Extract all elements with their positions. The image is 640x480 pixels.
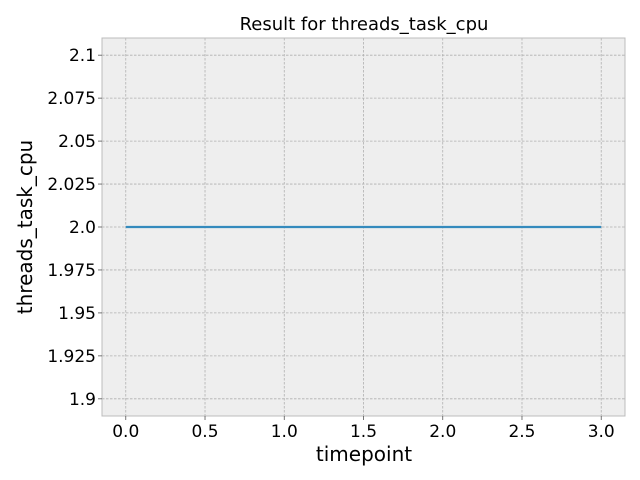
- y-tick-label: 1.95: [58, 304, 96, 324]
- x-tick-label: 3.0: [588, 422, 615, 442]
- x-tick-label: 2.0: [429, 422, 456, 442]
- y-tick-label: 2.0: [69, 218, 96, 238]
- y-tick-label: 2.025: [47, 175, 96, 195]
- y-tick-label: 2.05: [58, 132, 96, 152]
- y-tick-label: 2.075: [47, 89, 96, 109]
- y-axis-label: threads_task_cpu: [13, 140, 37, 314]
- y-tick-label: 1.9: [69, 390, 96, 410]
- y-axis: 1.9 1.925 1.95 1.975 2.0 2.025 2.05 2.075 2.1: [47, 46, 102, 410]
- y-tick-label: 1.925: [47, 347, 96, 367]
- x-tick-label: 1.5: [350, 422, 377, 442]
- y-tick-label: 2.1: [69, 46, 96, 66]
- x-tick-label: 1.0: [271, 422, 298, 442]
- x-axis: 0.0 0.5 1.0 1.5 2.0 2.5 3.0: [112, 416, 615, 442]
- x-tick-label: 0.0: [112, 422, 139, 442]
- x-axis-label: timepoint: [316, 442, 412, 466]
- chart-title: Result for threads_task_cpu: [240, 14, 489, 35]
- x-tick-label: 2.5: [508, 422, 535, 442]
- y-tick-label: 1.975: [47, 261, 96, 281]
- x-tick-label: 0.5: [191, 422, 218, 442]
